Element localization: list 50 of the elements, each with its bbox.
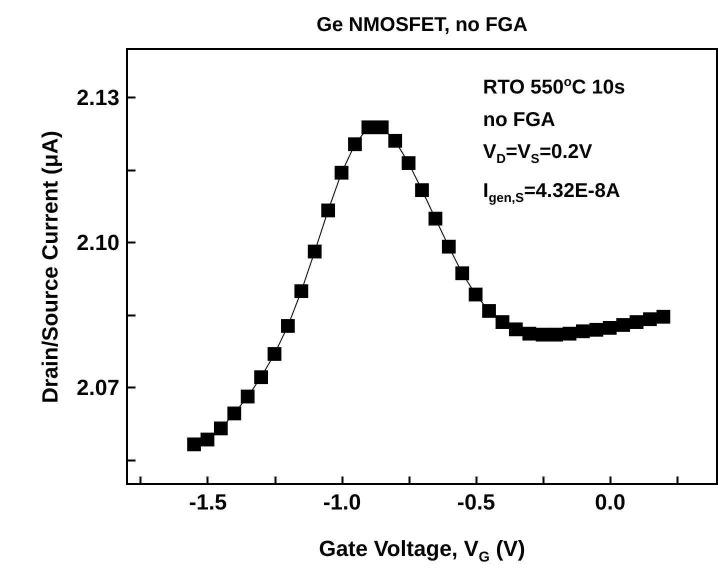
y-tick-label: 2.13 <box>76 84 120 110</box>
point <box>630 315 644 329</box>
point <box>522 326 536 341</box>
point <box>388 134 402 148</box>
x-tick-label: 0.0 <box>594 490 626 514</box>
point <box>576 324 590 338</box>
y-tick-label: 2.07 <box>76 374 120 400</box>
point <box>227 406 242 420</box>
point <box>643 312 657 326</box>
point <box>508 322 523 336</box>
point <box>442 240 456 254</box>
point <box>334 166 348 180</box>
point <box>374 120 389 134</box>
point <box>281 319 295 333</box>
point <box>602 320 617 335</box>
point <box>254 370 268 384</box>
annotation: RTO 550$^{o}$C 10s <box>483 73 626 101</box>
point <box>321 204 336 218</box>
point <box>348 137 362 152</box>
chart-title: Ge NMOSFET, no FGA <box>316 14 528 36</box>
point <box>415 183 429 198</box>
point <box>240 390 255 404</box>
point <box>455 266 470 280</box>
x-axis-title: Gate Voltage, V$_{G}$ (V) <box>318 536 526 566</box>
x-tick-label: -0.5 <box>457 490 496 514</box>
annotation: I$_{gen,S}$=4.32E-8A <box>483 178 622 207</box>
point <box>361 120 376 134</box>
point <box>428 212 442 226</box>
point <box>656 310 670 324</box>
point <box>214 422 228 436</box>
x-tick-label: -1.5 <box>188 490 227 514</box>
point <box>616 318 630 332</box>
point <box>496 315 510 329</box>
point <box>536 328 550 342</box>
point <box>468 288 483 302</box>
point <box>294 284 308 298</box>
annotation: V$_{D}$=V$_{S}$=0.2V <box>483 140 594 168</box>
point <box>589 322 604 337</box>
point <box>549 328 563 342</box>
point <box>482 304 496 318</box>
y-tick-label: 2.10 <box>76 230 120 255</box>
x-tick-label: -1.0 <box>323 490 362 514</box>
point <box>562 326 576 341</box>
annotation: no FGA <box>483 108 556 133</box>
point <box>308 244 322 258</box>
point <box>268 347 282 361</box>
point <box>402 156 416 170</box>
y-axis-title: Drain/Source Current (μA) <box>38 130 63 404</box>
point <box>187 437 201 452</box>
point <box>200 432 214 446</box>
